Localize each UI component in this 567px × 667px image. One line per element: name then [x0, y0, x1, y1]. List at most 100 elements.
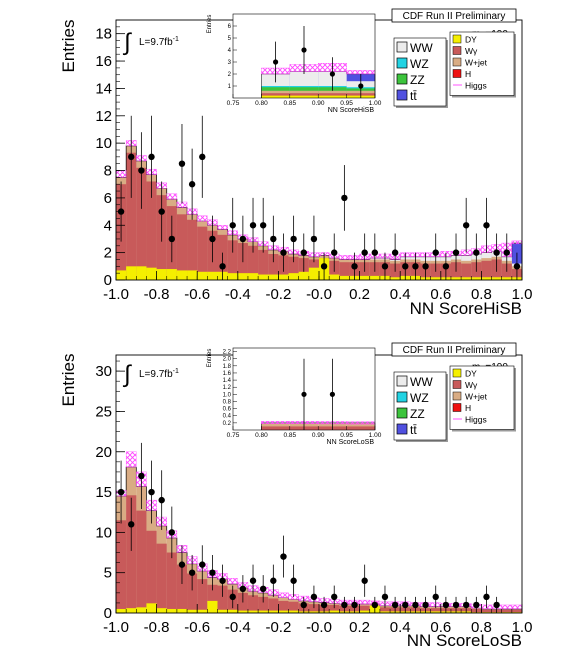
panel-1-inset-xtick-labels: 0.75 0.80 0.85 0.90 0.95 1.00	[227, 100, 382, 107]
panel-2-inset-xtick-label-0: 0.75	[227, 432, 240, 439]
panel-2-xtick-label-7: 0.4	[390, 619, 411, 636]
panel-1-inset-ytick-label-3: 4	[228, 48, 232, 54]
panel-1-stack-DY-bar-22	[339, 275, 350, 280]
panel-1-stack-Wgamma-bar-34	[461, 263, 472, 280]
panel-1-stack-DY-bar-19	[308, 267, 319, 280]
panel-1-data-point-14	[259, 222, 267, 229]
panel-1-stack-Wgamma-bar-22	[339, 262, 350, 280]
panel-1-data-point-33	[452, 249, 460, 256]
panel-1-ytick-label-5: 10	[95, 135, 112, 152]
panel-2-inset-signal-band-3	[346, 421, 376, 425]
panel-2-data-point-8	[199, 561, 206, 568]
panel-1-data-point-3	[148, 153, 155, 161]
panel-2-data-point-10	[219, 577, 226, 584]
legend-label-WZ: WZ	[410, 391, 429, 405]
panel-1-inset-ytick-label-1: 2	[228, 72, 232, 78]
panel-2-data-point-31	[432, 593, 439, 601]
panel-2-stack-DY-bar-14	[258, 610, 269, 613]
panel-2-xtick-label-9: 0.8	[471, 619, 492, 636]
panel-2-ytick-label-3: 15	[95, 484, 112, 501]
panel-1-stack-DY-bar-36	[481, 277, 492, 280]
panel-1-data-point-23	[351, 263, 358, 270]
panel-2-ylabel: Entries	[59, 354, 78, 407]
panel-2-inset-ytick-label-10: 2.2	[223, 350, 232, 356]
legend-label-DY: DY	[465, 35, 477, 45]
panel-2-xtick-labels: -1.0 -0.8 -0.6 -0.4 -0.2 -0.0 0.2 0.4 0.6 0.8 1.0	[103, 619, 532, 636]
panel-1-data-point-5	[168, 235, 176, 243]
panel-2-stack-Wgamma-bar-6	[176, 564, 188, 613]
panel-2-ytick-label-5: 25	[95, 403, 112, 420]
panel-2-data-point-9	[209, 569, 216, 576]
panel-1-inset-ytick-label-2: 3	[228, 60, 232, 66]
panel-1-data-point-7	[188, 181, 196, 188]
legend-swatch-WZ	[396, 391, 408, 403]
panel-1-data-point-26	[381, 263, 389, 270]
panel-2-integral-symbol: ∫	[122, 361, 132, 388]
legend-label-Wgamma: Wγ	[465, 380, 478, 390]
panel-1-stack-Wgamma-bar-1	[126, 152, 137, 280]
panel-2-stack-DY-bar-9	[207, 600, 218, 613]
panel-2-stack-DY-bar-17	[288, 610, 299, 613]
legend-swatch-Wjet	[452, 391, 462, 401]
panel-2-data-point-33	[452, 601, 460, 609]
panel-2-stack-Wgamma-bar-19	[308, 604, 319, 613]
panel-2-lumi-label: L=9.7fb-1	[139, 368, 179, 380]
panel-2-data-point-27	[391, 601, 399, 609]
panel-1-stack-Wgamma-bar-8	[197, 226, 208, 280]
panel-1-xtick-label-0: -1.0	[103, 286, 129, 303]
panel-1-inset-stack-DY-bar-2	[318, 95, 347, 98]
legend-swatch-ttbar	[396, 423, 408, 435]
panel-1-xtick-label-10: 1.0	[512, 286, 533, 303]
panel-1-data-point-31	[432, 249, 439, 256]
panel-2-stack-Wgamma-bar-39	[511, 609, 522, 613]
panel-1-data-point-25	[371, 249, 379, 256]
panel-1-stack-DY-bar-18	[298, 271, 309, 280]
panel-2-stack-Wgamma-bar-26	[379, 607, 391, 613]
panel-2-stack-DY-bar-21	[329, 610, 340, 613]
panel-1-data-point-1	[128, 153, 135, 161]
panel-2-inset-signal-band-0	[261, 421, 290, 424]
legend-label-WW: WW	[410, 41, 433, 55]
legend-label-Wjet: W+jet	[465, 58, 488, 68]
panel-1-stack-Wgamma-bar-31	[430, 263, 441, 280]
panel-1-ytick-label-7: 14	[95, 80, 112, 97]
panel-1-stack-Wgamma-bar-38	[501, 263, 512, 280]
panel-2-inset-ytick-label-1: 0.4	[223, 414, 232, 420]
panel-1-stack-DY-bar-9	[207, 271, 218, 280]
panel-2-xlabel: NN ScoreLoSB	[407, 631, 522, 650]
panel-2-signal-band-1	[125, 451, 137, 468]
panel-2-data-point-5	[168, 529, 176, 536]
panel-1-inset-xtick-label-0: 0.75	[227, 100, 240, 107]
panel-2-stack-Wgamma-bar-36	[481, 609, 492, 613]
panel-1-data-point-30	[422, 263, 429, 270]
panel-2-inset-data-point-0	[301, 391, 307, 397]
panel-2-stack-DY-bar-6	[176, 608, 188, 613]
panel-2-inset-ytick-label-2: 0.6	[223, 407, 232, 413]
panel-1-signal-band-0	[115, 170, 127, 178]
panel-2-stack-DY-bar-15	[268, 610, 279, 613]
panel-2-signal-band-11	[227, 578, 238, 585]
panel-1-signal-band-5	[166, 193, 178, 200]
panel-1-xtick-label-9: 0.8	[471, 286, 492, 303]
panel-2-stack-DY-bar-2	[136, 607, 147, 613]
panel-1-stack-Wgamma-bar-27	[390, 263, 401, 280]
panel-2-data-point-15	[270, 577, 277, 584]
panel-2-ytick-label-1: 5	[104, 565, 112, 582]
panel-1-ytick-labels: 0 2 4 6 8 10 12 14 16 18	[95, 26, 112, 289]
panel-2-data-point-13	[249, 577, 257, 584]
panel-2-data-point-2	[138, 472, 145, 480]
panel-2-data-point-4	[158, 496, 165, 504]
panel-1-stack-Wgamma-bar-11	[227, 240, 238, 280]
panel-1-xtick-label-2: -0.6	[184, 286, 210, 303]
panel-2-data-point-3	[148, 488, 155, 496]
panel-2-data-point-24	[361, 577, 368, 584]
panel-2-inset-ytick-label-4: 1.0	[223, 392, 232, 398]
panel-1-data-point-16	[280, 249, 287, 256]
panel-1-data-point-17	[290, 235, 297, 243]
panel-1-signal-band-39	[511, 240, 523, 245]
panel-2-stack-DY-bar-0	[116, 608, 127, 613]
legend-swatch-Wgamma	[452, 380, 462, 389]
panel-1-stack-DY-bar-11	[227, 273, 238, 280]
